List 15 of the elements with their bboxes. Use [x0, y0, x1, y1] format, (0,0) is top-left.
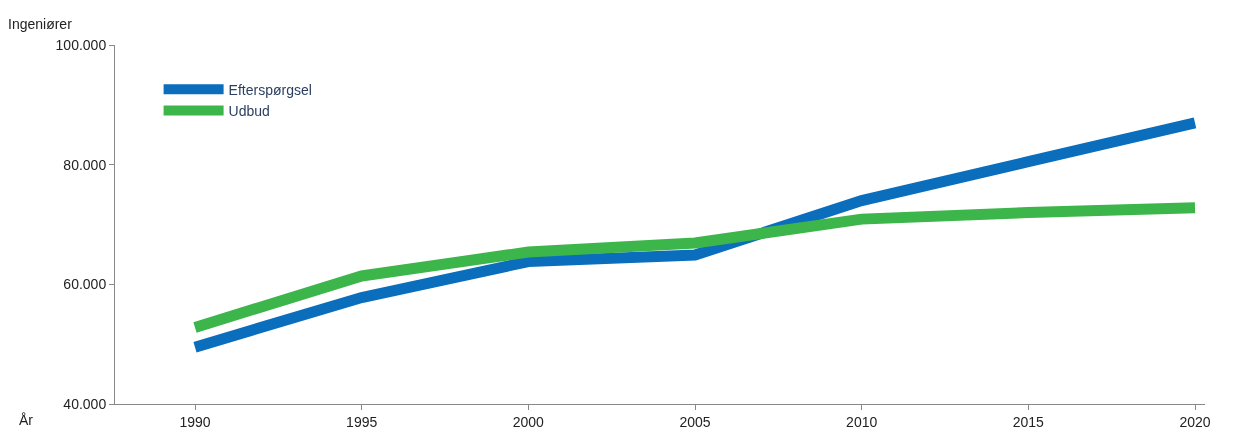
y-tick-label: 100.000 [55, 36, 107, 53]
x-tick-label: 2010 [846, 413, 878, 430]
y-axis-title: Ingeniører [8, 16, 73, 32]
x-tick-label: 1990 [179, 413, 211, 430]
x-tick-label: 2000 [512, 413, 545, 430]
x-tick-label: 2015 [1012, 413, 1045, 430]
y-tick-label: 40.000 [63, 395, 107, 412]
x-tick-label: 2020 [1179, 413, 1211, 430]
y-tick-label: 80.000 [63, 156, 107, 173]
x-tick-label: 2005 [679, 413, 711, 430]
y-tick-label: 60.000 [63, 276, 107, 293]
legend-label: Udbud [228, 102, 270, 119]
x-tick-label: 1995 [346, 413, 378, 430]
legend-label: Efterspørgsel [228, 81, 312, 98]
x-axis-title: År [19, 412, 34, 428]
